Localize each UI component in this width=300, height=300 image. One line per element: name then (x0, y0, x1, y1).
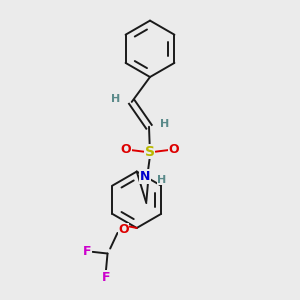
Text: H: H (111, 94, 121, 104)
Text: H: H (157, 175, 167, 185)
Text: F: F (83, 245, 92, 258)
Text: F: F (102, 271, 110, 284)
Text: H: H (160, 119, 170, 129)
Text: S: S (145, 145, 155, 159)
Text: N: N (140, 170, 150, 183)
Text: O: O (118, 223, 129, 236)
Text: O: O (168, 143, 179, 157)
Text: O: O (121, 143, 131, 157)
